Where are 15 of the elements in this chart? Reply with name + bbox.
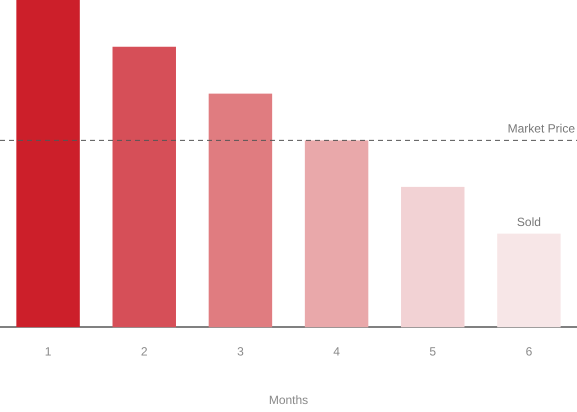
x-tick-label: 1 bbox=[44, 344, 52, 359]
ref-line-label: Market Price bbox=[508, 122, 576, 136]
bar bbox=[304, 140, 368, 328]
x-tick-label: 5 bbox=[429, 344, 436, 359]
bar bbox=[208, 94, 272, 328]
x-axis-title: Months bbox=[268, 393, 308, 408]
x-tick-label: 3 bbox=[237, 344, 244, 359]
x-tick-label: 4 bbox=[333, 344, 340, 359]
bar bbox=[497, 234, 561, 328]
annotation: Sold bbox=[516, 214, 541, 229]
bar bbox=[16, 0, 80, 328]
bar bbox=[401, 186, 464, 328]
x-tick-label: 6 bbox=[526, 344, 533, 359]
x-tick-label: 2 bbox=[140, 344, 148, 359]
bar bbox=[112, 46, 176, 328]
